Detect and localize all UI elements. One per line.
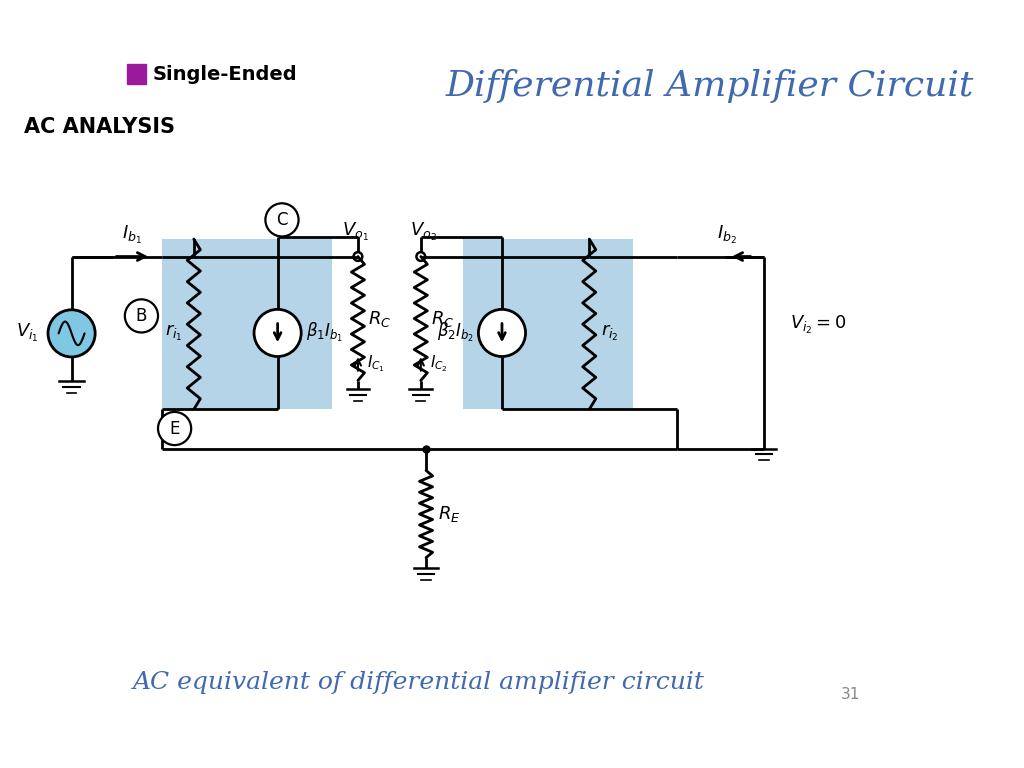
Text: $r_{i_2}$: $r_{i_2}$	[601, 323, 618, 343]
Text: Differential Amplifier Circuit: Differential Amplifier Circuit	[445, 69, 974, 103]
Text: E: E	[169, 419, 180, 438]
Text: $I_{C_1}$: $I_{C_1}$	[367, 353, 385, 374]
Text: AC equivalent of differential amplifier circuit: AC equivalent of differential amplifier …	[133, 671, 705, 694]
Text: $I_{b_2}$: $I_{b_2}$	[717, 224, 737, 246]
Text: $I_{b_1}$: $I_{b_1}$	[122, 224, 142, 246]
Text: $R_C$: $R_C$	[431, 309, 455, 329]
Text: $r_{i_1}$: $r_{i_1}$	[165, 323, 182, 343]
Text: B: B	[136, 307, 147, 325]
Circle shape	[125, 300, 158, 333]
Text: $\beta_2 I_{b_2}$: $\beta_2 I_{b_2}$	[437, 321, 474, 345]
Text: AC ANALYSIS: AC ANALYSIS	[25, 117, 175, 137]
Text: $R_C$: $R_C$	[369, 309, 392, 329]
Text: $V_{o_2}$: $V_{o_2}$	[410, 221, 437, 243]
Text: $R_E$: $R_E$	[438, 504, 461, 524]
Circle shape	[48, 310, 95, 357]
Text: $V_{i_2}=0$: $V_{i_2}=0$	[791, 313, 847, 336]
Text: 31: 31	[841, 687, 860, 702]
Text: $\beta_1 I_{b_1}$: $\beta_1 I_{b_1}$	[305, 321, 343, 345]
FancyBboxPatch shape	[162, 239, 332, 409]
Bar	[127, 65, 145, 84]
Text: $V_{o_1}$: $V_{o_1}$	[342, 221, 369, 243]
Circle shape	[265, 204, 299, 237]
Circle shape	[254, 310, 301, 356]
Circle shape	[478, 310, 525, 356]
Circle shape	[158, 412, 191, 445]
FancyBboxPatch shape	[463, 239, 633, 409]
Text: C: C	[276, 211, 288, 229]
Text: Single-Ended: Single-Ended	[153, 65, 297, 84]
Text: $V_{i_1}$: $V_{i_1}$	[15, 323, 39, 344]
Text: $I_{C_2}$: $I_{C_2}$	[429, 353, 447, 374]
